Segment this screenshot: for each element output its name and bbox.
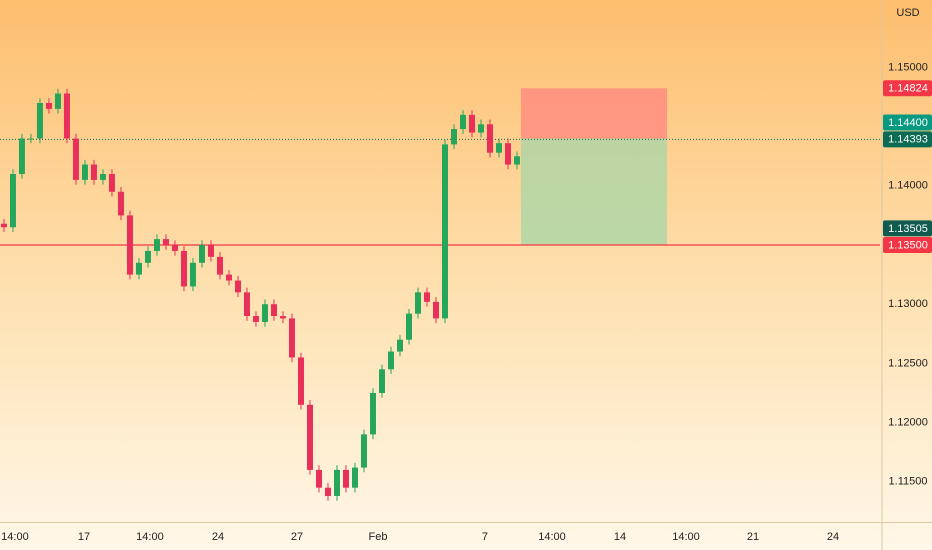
y-tick-label: 1.15000 <box>888 61 928 73</box>
price-label-box <box>883 80 932 97</box>
candle-body <box>171 245 178 251</box>
candle-body <box>514 156 521 165</box>
candle-body <box>315 469 322 488</box>
candle-body <box>279 316 286 319</box>
candle-body <box>369 392 376 435</box>
y-tick-label: 1.13000 <box>888 298 928 310</box>
candle-body <box>477 124 484 133</box>
target-zone <box>520 138 668 245</box>
candle-body <box>414 292 421 314</box>
candle-body <box>189 262 196 287</box>
candle-body <box>505 143 512 165</box>
candle-body <box>405 313 412 340</box>
candle-body <box>225 274 232 281</box>
candle-body <box>117 191 124 216</box>
candle-body <box>144 250 151 263</box>
candle-body <box>297 357 304 405</box>
candle-body <box>351 467 358 488</box>
candle-body <box>18 138 25 174</box>
candle-body <box>207 245 214 257</box>
candle-body <box>216 256 223 275</box>
x-tick-label: 14:00 <box>1 531 29 543</box>
currency: USD <box>896 7 919 19</box>
candle-body <box>261 304 268 322</box>
candle-body <box>342 469 349 488</box>
candle-body <box>396 339 403 352</box>
x-tick-label: 7 <box>482 531 488 543</box>
candle-body <box>387 351 394 370</box>
candle-body <box>441 144 448 319</box>
y-tick-label: 1.12500 <box>888 357 928 369</box>
x-tick-label: 17 <box>78 531 90 543</box>
candle-body <box>288 318 295 358</box>
x-tick-label: 27 <box>291 531 303 543</box>
x-tick-label: 14:00 <box>538 531 566 543</box>
candle-body <box>54 93 61 109</box>
candle-body <box>162 239 169 246</box>
candle-body <box>27 138 34 140</box>
x-tick-label: 14 <box>614 531 626 543</box>
candle-body <box>45 102 52 109</box>
candle-body <box>108 174 115 192</box>
candle-body <box>72 138 79 180</box>
price-label-box <box>883 114 932 131</box>
candle-body <box>450 129 457 145</box>
candle-body <box>360 434 367 468</box>
price-label: 1.14824 <box>888 83 928 95</box>
candle-body <box>9 174 16 228</box>
candle-body <box>126 215 133 275</box>
candle-body <box>81 164 88 180</box>
candle-body <box>459 114 466 130</box>
candle-body <box>333 469 340 496</box>
y-tick-label: 1.14000 <box>888 180 928 192</box>
candle-body <box>243 292 250 317</box>
candle-body <box>63 93 70 139</box>
price-label: 1.14400 <box>888 117 928 129</box>
candle-body <box>36 102 43 139</box>
candle-body <box>198 245 205 263</box>
candle-body <box>135 262 142 275</box>
candle-body <box>0 223 7 228</box>
candle-body <box>324 487 331 496</box>
y-tick-label: 1.11500 <box>889 476 928 488</box>
candle-body <box>90 164 97 180</box>
x-tick-label: 14:00 <box>136 531 164 543</box>
candle-body <box>270 304 277 317</box>
x-tick-label: 24 <box>212 531 224 543</box>
candle-body <box>153 239 160 251</box>
price-label-box <box>883 237 932 254</box>
candle-body <box>180 250 187 287</box>
stop-zone <box>520 88 668 139</box>
price-label: 1.13500 <box>888 239 928 251</box>
candle-body <box>468 114 475 133</box>
candle-body <box>432 301 439 319</box>
candle-body <box>99 174 106 180</box>
candle-body <box>423 292 430 302</box>
price-label-box <box>883 131 932 148</box>
candle-body <box>486 124 493 153</box>
candle-body <box>495 143 502 153</box>
candle-body <box>234 280 241 293</box>
price-label: 1.14393 <box>888 134 928 146</box>
y-tick-label: 1.12000 <box>888 416 928 428</box>
price-label-box <box>883 220 932 237</box>
x-tick-label: 14:00 <box>672 531 700 543</box>
candle-body <box>378 369 385 393</box>
x-tick-label: Feb <box>369 531 388 543</box>
x-tick-label: 24 <box>827 531 839 543</box>
candle-body <box>306 404 313 470</box>
candle-body <box>252 316 259 322</box>
price-label: 1.13505 <box>888 223 928 235</box>
x-tick-label: 21 <box>747 531 759 543</box>
